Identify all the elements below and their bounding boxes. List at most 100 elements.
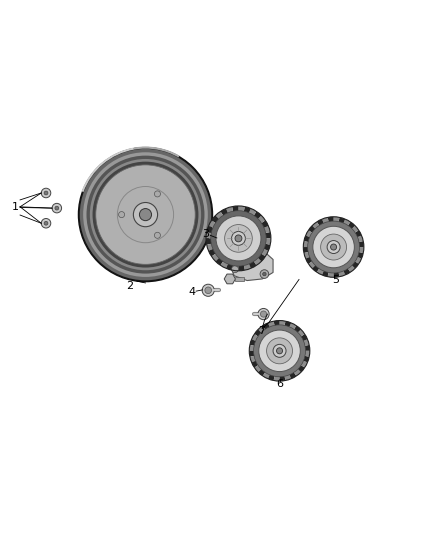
Wedge shape [317,268,324,275]
Wedge shape [226,207,233,214]
Wedge shape [268,321,275,328]
Wedge shape [284,374,291,381]
Wedge shape [358,241,364,247]
Wedge shape [312,265,320,272]
Wedge shape [351,225,359,233]
Wedge shape [258,368,265,376]
Wedge shape [232,265,238,271]
Wedge shape [249,351,255,357]
Wedge shape [206,238,212,245]
Wedge shape [263,372,270,379]
Circle shape [90,159,201,270]
Wedge shape [220,208,228,216]
Wedge shape [215,257,223,265]
Wedge shape [244,263,251,270]
Wedge shape [308,225,316,233]
Wedge shape [212,215,219,223]
Circle shape [80,149,211,280]
Wedge shape [312,222,320,229]
Wedge shape [304,241,309,247]
Circle shape [307,221,360,273]
Wedge shape [293,326,301,333]
Circle shape [86,156,205,273]
Circle shape [321,234,346,260]
Circle shape [139,208,152,221]
Wedge shape [274,320,279,326]
Wedge shape [249,261,257,268]
Wedge shape [284,321,291,328]
Circle shape [96,165,195,264]
Circle shape [331,244,337,250]
Wedge shape [232,206,238,212]
Wedge shape [328,272,334,277]
Wedge shape [208,249,216,256]
Wedge shape [347,265,355,272]
Circle shape [259,330,300,372]
Wedge shape [334,272,339,277]
Wedge shape [354,256,361,264]
Wedge shape [244,207,251,214]
Wedge shape [354,230,361,237]
Wedge shape [208,220,216,228]
Circle shape [44,191,48,195]
Wedge shape [343,268,350,275]
Wedge shape [258,215,265,223]
Wedge shape [304,236,311,242]
Circle shape [104,174,187,256]
Circle shape [260,270,269,278]
Text: 4: 4 [189,287,196,297]
Wedge shape [308,261,316,269]
Circle shape [211,211,266,266]
Wedge shape [238,265,245,271]
Wedge shape [215,212,223,220]
Text: 5: 5 [332,276,339,285]
Wedge shape [334,217,339,222]
Wedge shape [300,360,307,368]
Circle shape [83,152,208,277]
Wedge shape [306,256,313,264]
Wedge shape [263,323,270,330]
Wedge shape [339,217,345,224]
Wedge shape [206,232,212,238]
Wedge shape [226,263,233,270]
Wedge shape [322,270,328,277]
Text: 3: 3 [202,229,209,239]
Circle shape [119,212,125,217]
Circle shape [216,216,261,261]
Circle shape [134,203,158,227]
Wedge shape [253,257,261,265]
Wedge shape [289,323,297,330]
Circle shape [267,338,293,364]
Wedge shape [322,217,328,224]
Wedge shape [297,329,305,337]
Wedge shape [258,253,265,261]
Wedge shape [351,261,359,269]
Wedge shape [250,339,256,346]
Wedge shape [263,244,270,251]
Wedge shape [254,365,262,372]
Wedge shape [358,247,364,253]
Wedge shape [251,334,259,341]
Circle shape [232,266,238,273]
Circle shape [41,188,51,198]
Wedge shape [249,208,257,216]
Wedge shape [357,252,363,259]
Wedge shape [328,217,334,222]
Circle shape [55,206,59,210]
Wedge shape [357,236,363,242]
Wedge shape [261,249,268,256]
Wedge shape [304,247,309,253]
Wedge shape [279,320,286,326]
Polygon shape [230,250,273,280]
Circle shape [273,344,286,357]
Circle shape [92,161,198,268]
Circle shape [225,224,252,252]
Circle shape [202,284,214,296]
Wedge shape [317,219,324,226]
Wedge shape [347,222,355,229]
Wedge shape [261,220,268,228]
Wedge shape [297,365,305,372]
Wedge shape [304,345,310,351]
Text: 2: 2 [126,281,133,291]
Wedge shape [212,253,219,261]
